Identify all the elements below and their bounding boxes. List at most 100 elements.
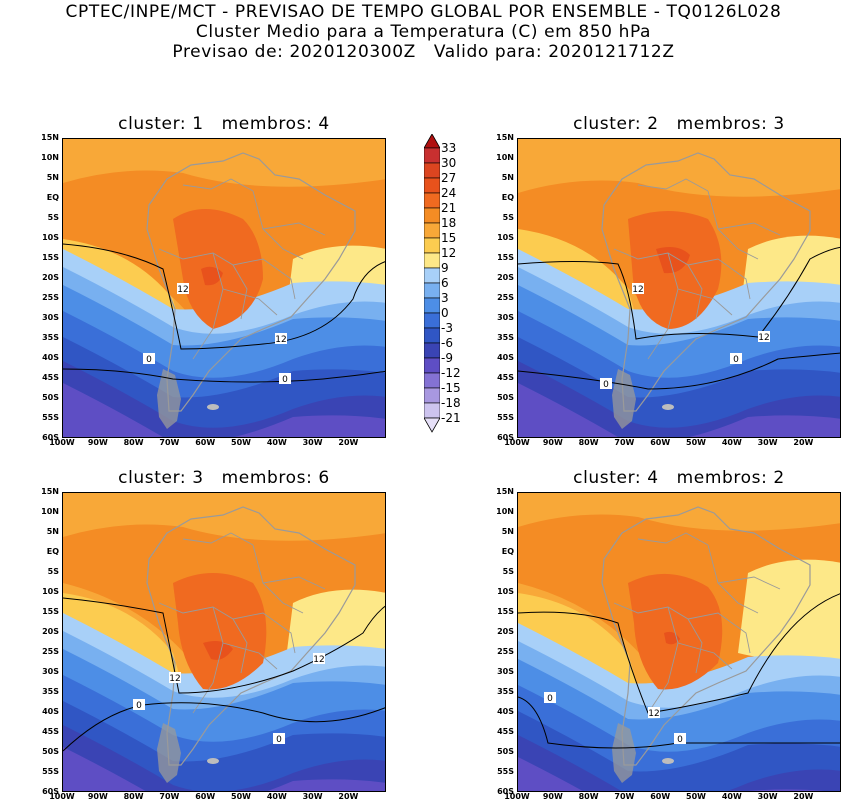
country-border — [717, 222, 781, 236]
country-border — [192, 252, 224, 360]
colorbar-label: 24 — [441, 186, 457, 200]
contour-12 — [518, 246, 840, 340]
colorbar — [424, 134, 440, 433]
lat-label: 40S — [42, 707, 59, 716]
contour-0 — [63, 702, 385, 752]
country-border — [707, 544, 759, 614]
lon-label: 20W — [793, 792, 814, 801]
lat-label: 35S — [497, 333, 514, 342]
country-border — [262, 576, 326, 590]
lat-label: 50S — [42, 393, 59, 402]
colorbar-swatch — [424, 342, 440, 359]
lon-label: 40W — [721, 792, 742, 801]
lat-label: 55S — [42, 413, 59, 422]
country-border — [637, 178, 709, 192]
panel-3-title: cluster: 3 membros: 6 — [118, 468, 330, 488]
contour-label: 12 — [275, 335, 286, 345]
lon-label: 60W — [195, 438, 216, 447]
lon-label: 80W — [578, 438, 599, 447]
colorbar-label: -3 — [441, 321, 453, 335]
map-3-svg: 12 12 0 0 — [63, 493, 385, 791]
panel-2-title: cluster: 2 membros: 3 — [573, 114, 785, 134]
colorbar-label: -15 — [441, 381, 461, 395]
lon-label: 20W — [338, 792, 359, 801]
lon-label: 100W — [504, 438, 530, 447]
colorbar-label: -9 — [441, 351, 453, 365]
contour-label: 0 — [146, 355, 152, 365]
contour-label: 12 — [648, 709, 659, 719]
lat-label: 35S — [497, 687, 514, 696]
country-border — [613, 602, 703, 674]
colorbar-swatch — [424, 237, 440, 254]
contour-12 — [63, 243, 385, 350]
lat-label: 60S — [497, 433, 514, 442]
falklands — [207, 404, 219, 410]
lon-label: 40W — [721, 438, 742, 447]
colorbar-swatch — [424, 267, 440, 284]
colorbar-label: 0 — [441, 306, 449, 320]
colorbar-swatch — [424, 357, 440, 374]
colorbar-swatch — [424, 222, 440, 239]
colorbar-swatch — [424, 312, 440, 329]
country-border — [262, 222, 326, 236]
colorbar-label: 6 — [441, 276, 449, 290]
colorbar-swatch — [424, 372, 440, 389]
lat-label: 60S — [42, 433, 59, 442]
lat-label: 50S — [497, 747, 514, 756]
lat-label: 10S — [497, 233, 514, 242]
lat-label: 15N — [496, 133, 514, 142]
colorbar-label: 21 — [441, 201, 457, 215]
patagonia — [157, 369, 181, 429]
colorbar-swatch — [424, 192, 440, 209]
lat-label: 25S — [497, 293, 514, 302]
continent-outline — [146, 506, 356, 766]
lat-label: EQ — [46, 193, 59, 202]
contour-label-box — [544, 692, 556, 703]
country-border — [232, 612, 296, 654]
lat-label: 25S — [42, 647, 59, 656]
lon-label: 70W — [614, 438, 635, 447]
colorbar-swatch — [424, 177, 440, 194]
band-24 — [203, 641, 233, 660]
colorbar-swatch — [424, 402, 440, 419]
lon-label: 60W — [650, 792, 671, 801]
colorbar-label: 12 — [441, 246, 457, 260]
lat-label: 10N — [41, 153, 59, 162]
colorbar-label: -12 — [441, 366, 461, 380]
colorbar-swatch — [424, 147, 440, 164]
colorbar-swatch — [424, 327, 440, 344]
country-border — [252, 544, 304, 614]
lon-label: 100W — [49, 438, 75, 447]
band--6 — [518, 711, 840, 791]
contour-label-box — [313, 653, 325, 664]
map-panel-4: 0 12 0 — [517, 492, 841, 792]
lat-label: EQ — [501, 193, 514, 202]
lat-label: 5N — [46, 527, 59, 536]
lat-label: 15S — [42, 253, 59, 262]
band--12 — [63, 383, 385, 437]
country-border — [613, 248, 703, 320]
header-line-2: Cluster Medio para a Temperatura (C) em … — [195, 22, 652, 42]
lat-label: 15S — [497, 607, 514, 616]
contour-0 — [518, 352, 840, 390]
lat-label: 45S — [497, 373, 514, 382]
lat-label: 55S — [42, 767, 59, 776]
lat-label: 5S — [47, 567, 59, 576]
lat-label: 50S — [42, 747, 59, 756]
lon-label: 100W — [504, 792, 530, 801]
lon-label: 50W — [231, 792, 251, 801]
lat-label: 30S — [497, 313, 514, 322]
band--12 — [518, 757, 825, 791]
contour-label-box — [143, 353, 155, 364]
lat-label: 60S — [42, 787, 59, 796]
contour-label: 0 — [276, 735, 282, 745]
country-border — [182, 532, 254, 546]
contour-label-box — [758, 331, 770, 342]
map-2-svg: 12 12 0 0 — [518, 139, 840, 437]
colorbar-swatch — [424, 207, 440, 224]
contour-label: 12 — [313, 655, 324, 665]
contour-label: 0 — [603, 380, 609, 390]
country-border — [647, 606, 679, 714]
contour-label-box — [279, 373, 291, 384]
lon-label: 40W — [266, 438, 287, 447]
